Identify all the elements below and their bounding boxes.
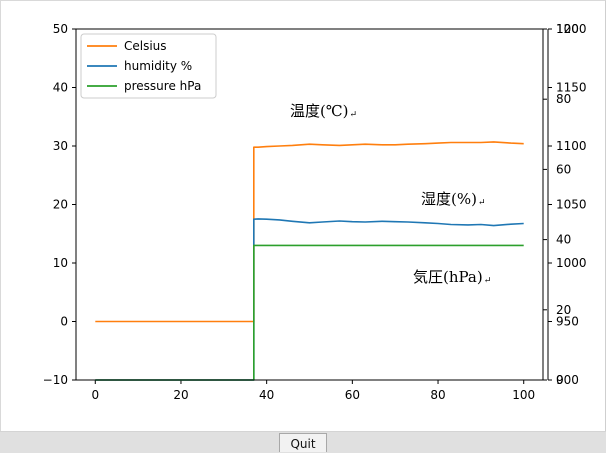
y-left-tick-label: 40 [53, 81, 68, 95]
y-left-tick-label: 30 [53, 139, 68, 153]
plot-frame [75, 28, 544, 381]
axis-ticks: 0 20 40 60 80 100−100102030405090095010001050… [43, 22, 587, 402]
quit-button[interactable]: Quit [279, 433, 327, 452]
legend-label: humidity % [124, 59, 192, 73]
y-right-outer-tick-label: 950 [556, 315, 579, 329]
return-mark: ↵ [483, 276, 492, 286]
annotation-temperature-text: 温度(℃) [290, 102, 349, 120]
y-right-inner-tick-label: 60 [556, 162, 571, 176]
y-right-inner-tick-label: 0 [556, 373, 564, 387]
annotation-pressure: 気圧(hPa)↵ [413, 266, 491, 287]
annotation-humidity-text: 湿度(%) [421, 190, 477, 208]
x-tick-label: 100 [512, 388, 535, 402]
x-tick-label: 60 [345, 388, 360, 402]
return-mark: ↵ [349, 110, 358, 120]
y-left-tick-label: −10 [43, 373, 68, 387]
legend-label: Celsius [124, 39, 167, 53]
y-right-inner-tick-label: 20 [556, 303, 571, 317]
annotation-temperature: 温度(℃)↵ [290, 100, 357, 121]
y-right-outer-tick-label: 1050 [556, 198, 587, 212]
chart: 0 20 40 60 80 100−100102030405090095010001050… [43, 22, 587, 402]
x-tick-label: 0 [91, 388, 99, 402]
y-right-outer-tick-label: 1200 [556, 22, 587, 36]
series-line-celsius [95, 141, 524, 323]
x-tick-label: 20 [173, 388, 188, 402]
y-left-tick-label: 20 [53, 198, 68, 212]
y-right-inner-tick-label: 80 [556, 92, 571, 106]
series-line-humidity [95, 218, 524, 381]
legend-label: pressure hPa [124, 79, 201, 93]
series-line-pressure-hpa [95, 244, 524, 381]
x-tick-label: 80 [430, 388, 445, 402]
annotation-pressure-text: 気圧(hPa) [413, 268, 483, 286]
x-tick-label: 40 [259, 388, 274, 402]
annotation-humidity: 湿度(%)↵ [421, 188, 486, 209]
y-left-tick-label: 10 [53, 256, 68, 270]
y-right-outer-tick-label: 1000 [556, 256, 587, 270]
y-right-outer-tick-label: 900 [556, 373, 579, 387]
y-right-inner-tick-label: 40 [556, 233, 571, 247]
y-right-inner-tick-label: 100 [556, 22, 579, 36]
y-right-outer-tick-label: 1150 [556, 81, 587, 95]
series-lines [95, 141, 524, 381]
legend-box [80, 33, 217, 99]
y-left-tick-label: 0 [60, 315, 68, 329]
legend: Celsius humidity % pressure hPa [80, 33, 217, 99]
return-mark: ↵ [477, 198, 486, 208]
y-left-tick-label: 50 [53, 22, 68, 36]
y-right-outer-tick-label: 1100 [556, 139, 587, 153]
